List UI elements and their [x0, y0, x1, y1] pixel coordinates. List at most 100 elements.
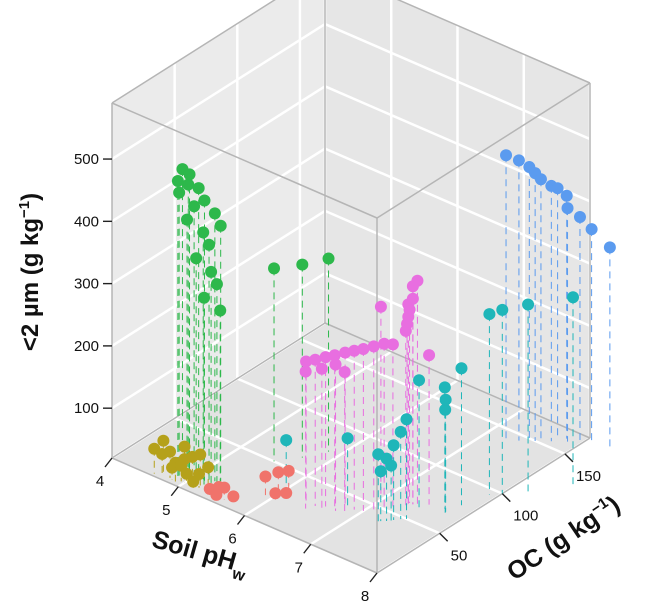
data-point — [560, 189, 573, 202]
y-tick-label: 200 — [74, 338, 99, 355]
data-point — [299, 365, 312, 378]
frame-edge — [324, 322, 591, 439]
data-point — [585, 223, 598, 236]
data-point — [423, 349, 436, 362]
z-axis-title: OC (g kg−1) — [501, 490, 625, 587]
x-tick-mark — [170, 486, 179, 497]
data-point — [455, 362, 468, 375]
grid-line — [324, 22, 591, 141]
y-axis-title-sup: −1 — [16, 201, 33, 218]
y-axis-title-main: <2 µm (g kg — [17, 218, 44, 351]
x-tick-mark — [104, 457, 113, 468]
x-tick-mark — [369, 572, 378, 583]
data-point — [296, 258, 309, 271]
data-point — [197, 226, 210, 239]
frame-edge — [111, 102, 378, 219]
data-point — [268, 262, 281, 275]
data-point — [411, 274, 424, 287]
data-point — [496, 303, 509, 316]
data-point — [180, 467, 193, 480]
z-tick-label: 50 — [451, 547, 468, 564]
data-point — [315, 362, 328, 375]
data-point — [183, 168, 196, 181]
data-point — [203, 238, 216, 251]
data-point — [341, 432, 354, 445]
data-point — [171, 174, 184, 187]
y-tick-label: 500 — [74, 151, 99, 168]
data-point — [357, 342, 370, 355]
x-axis-title-sub: w — [229, 565, 247, 585]
frame-edge — [396, 0, 591, 84]
frame-edge — [376, 437, 591, 574]
data-point — [218, 481, 231, 494]
data-point — [561, 202, 574, 215]
grid-line — [111, 85, 326, 223]
grid-line — [174, 417, 441, 535]
data-point — [210, 278, 223, 291]
data-point — [374, 465, 387, 478]
data-point — [534, 173, 547, 186]
data-point — [280, 434, 293, 447]
data-point — [214, 219, 227, 232]
data-point — [214, 304, 227, 317]
data-point — [385, 459, 398, 472]
data-point — [348, 344, 361, 357]
data-point — [164, 445, 177, 458]
data-point — [166, 461, 179, 474]
data-point — [438, 381, 451, 394]
y-axis-title: <2 µm (g kg−1) — [16, 193, 44, 351]
chart-frame — [111, 0, 591, 574]
data-point — [551, 182, 564, 195]
grid-line — [324, 209, 591, 328]
data-point — [329, 358, 342, 371]
data-point — [512, 154, 525, 167]
y-tick-label: 100 — [74, 400, 99, 417]
frame-edge — [111, 322, 326, 459]
data-point — [272, 466, 285, 479]
z-tick-label: 150 — [576, 468, 601, 485]
data-point — [198, 194, 211, 207]
z-tick-label: 100 — [513, 508, 538, 525]
data-point — [205, 265, 218, 278]
grid-line — [177, 350, 392, 488]
chart-drop-lines — [153, 155, 611, 523]
data-point — [378, 337, 391, 350]
frame-edge — [376, 82, 591, 219]
data-point — [210, 488, 223, 501]
data-point — [372, 448, 385, 461]
x-tick-label: 6 — [228, 531, 236, 548]
data-point — [319, 351, 332, 364]
data-point — [567, 291, 580, 304]
data-point — [202, 461, 215, 474]
y-tick-label: 400 — [74, 213, 99, 230]
grid-line — [324, 147, 591, 265]
data-point — [157, 434, 170, 447]
data-point — [328, 349, 341, 362]
x-tick-label: 4 — [96, 473, 104, 490]
data-point — [522, 298, 535, 311]
z-tick-mark — [564, 453, 574, 463]
grid-line — [236, 377, 503, 495]
data-point — [198, 291, 211, 304]
data-point — [181, 213, 194, 226]
data-point — [208, 207, 221, 220]
data-point — [439, 403, 452, 416]
data-point — [386, 338, 399, 351]
data-point — [300, 355, 313, 368]
data-point — [259, 470, 272, 483]
x-tick-label: 8 — [361, 588, 369, 605]
data-point — [187, 475, 200, 488]
data-point — [173, 186, 186, 199]
data-point — [194, 448, 207, 461]
data-point — [322, 252, 335, 265]
x-tick-mark — [303, 543, 312, 554]
data-point — [400, 413, 413, 426]
data-point — [500, 149, 513, 162]
data-point — [603, 241, 616, 254]
data-point — [387, 439, 400, 452]
data-point — [339, 346, 352, 359]
z-tick-mark — [501, 493, 511, 503]
z-axis-title-sup: −1 — [588, 494, 612, 518]
x-tick-label: 5 — [162, 502, 170, 519]
data-point — [190, 252, 203, 265]
